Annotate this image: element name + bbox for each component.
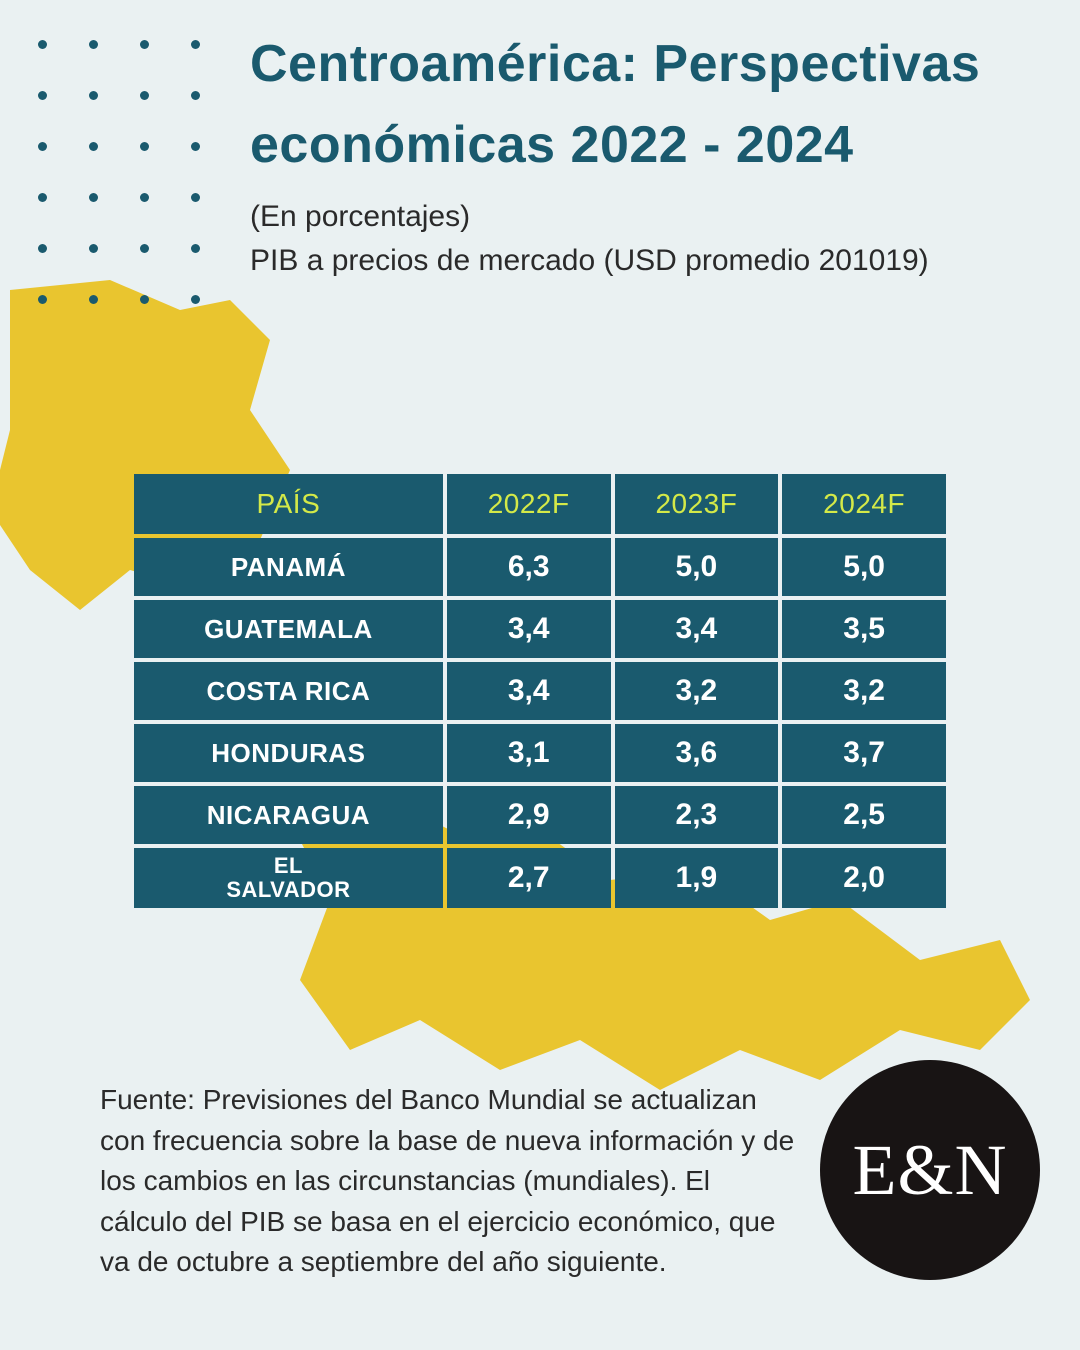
cell-value: 3,7: [782, 724, 946, 782]
dot-grid: [38, 40, 200, 304]
cell-country: COSTA RICA: [134, 662, 443, 720]
cell-value: 3,2: [615, 662, 779, 720]
dot: [191, 244, 200, 253]
cell-country: GUATEMALA: [134, 600, 443, 658]
table-row: GUATEMALA3,43,43,5: [134, 600, 946, 658]
col-header-country: PAÍS: [134, 474, 443, 534]
table-header-row: PAÍS 2022F 2023F 2024F: [134, 474, 946, 534]
cell-value: 6,3: [447, 538, 611, 596]
cell-value: 3,4: [447, 662, 611, 720]
dot: [140, 142, 149, 151]
cell-value: 3,1: [447, 724, 611, 782]
dot: [140, 91, 149, 100]
col-header-2023: 2023F: [615, 474, 779, 534]
subtitle-line1: (En porcentajes): [250, 200, 470, 233]
cell-country: ELSALVADOR: [134, 848, 443, 908]
cell-country: HONDURAS: [134, 724, 443, 782]
dot: [38, 193, 47, 202]
cell-value: 2,9: [447, 786, 611, 844]
cell-value: 2,5: [782, 786, 946, 844]
subtitle: (En porcentajes) PIB a precios de mercad…: [250, 195, 1040, 282]
dot: [89, 40, 98, 49]
cell-value: 3,5: [782, 600, 946, 658]
main-title: Centroamérica: Perspectivas económicas 2…: [250, 24, 1040, 185]
subtitle-line2: PIB a precios de mercado (USD promedio 2…: [250, 244, 929, 277]
cell-value: 1,9: [615, 848, 779, 908]
dot: [191, 40, 200, 49]
cell-value: 3,4: [447, 600, 611, 658]
dot: [38, 142, 47, 151]
cell-value: 3,4: [615, 600, 779, 658]
dot: [140, 40, 149, 49]
dot: [38, 91, 47, 100]
dot: [89, 193, 98, 202]
table-row: NICARAGUA2,92,32,5: [134, 786, 946, 844]
dot: [89, 142, 98, 151]
dot: [140, 244, 149, 253]
logo-text: E&N: [853, 1129, 1008, 1212]
table-row: PANAMÁ6,35,05,0: [134, 538, 946, 596]
data-table: PAÍS 2022F 2023F 2024F PANAMÁ6,35,05,0GU…: [130, 470, 950, 912]
cell-value: 2,3: [615, 786, 779, 844]
dot: [38, 295, 47, 304]
dot: [140, 295, 149, 304]
cell-value: 5,0: [782, 538, 946, 596]
cell-country: NICARAGUA: [134, 786, 443, 844]
dot: [89, 244, 98, 253]
cell-value: 2,0: [782, 848, 946, 908]
col-header-2022: 2022F: [447, 474, 611, 534]
dot: [89, 295, 98, 304]
table-row: COSTA RICA3,43,23,2: [134, 662, 946, 720]
logo-badge: E&N: [820, 1060, 1040, 1280]
table-row: HONDURAS3,13,63,7: [134, 724, 946, 782]
cell-country: PANAMÁ: [134, 538, 443, 596]
dot: [191, 91, 200, 100]
cell-value: 3,2: [782, 662, 946, 720]
dot: [38, 244, 47, 253]
source-text: Fuente: Previsiones del Banco Mundial se…: [100, 1080, 800, 1283]
dot: [191, 295, 200, 304]
cell-value: 3,6: [615, 724, 779, 782]
data-table-wrap: PAÍS 2022F 2023F 2024F PANAMÁ6,35,05,0GU…: [130, 470, 950, 912]
dot: [191, 142, 200, 151]
table-row: ELSALVADOR2,71,92,0: [134, 848, 946, 908]
title-block: Centroamérica: Perspectivas económicas 2…: [250, 24, 1040, 282]
dot: [38, 40, 47, 49]
dot: [140, 193, 149, 202]
dot: [191, 193, 200, 202]
col-header-2024: 2024F: [782, 474, 946, 534]
dot: [89, 91, 98, 100]
cell-value: 2,7: [447, 848, 611, 908]
cell-value: 5,0: [615, 538, 779, 596]
